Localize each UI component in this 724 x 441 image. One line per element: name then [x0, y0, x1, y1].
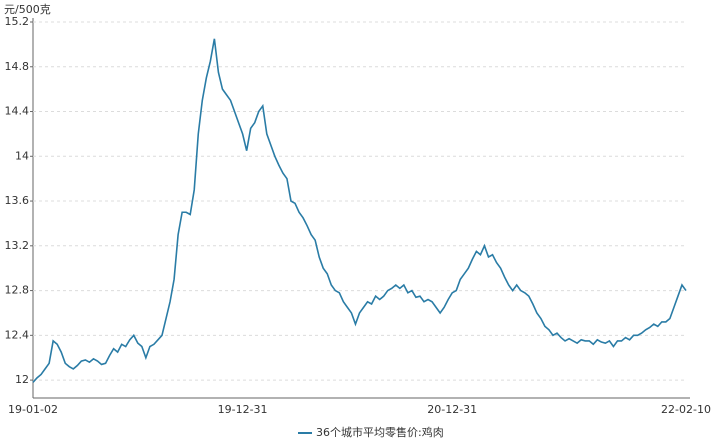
x-tick-label: 19-12-31	[218, 403, 268, 416]
y-tick-label: 13.6	[5, 194, 30, 207]
x-tick-label: 20-12-31	[427, 403, 477, 416]
y-tick-label: 12	[15, 373, 29, 386]
y-tick-label: 15.2	[5, 15, 30, 28]
data-line	[32, 38, 687, 383]
x-tick-label: 19-01-02	[8, 403, 58, 416]
x-tick-label: 22-02-10	[661, 403, 711, 416]
y-tick-label: 13.2	[5, 239, 30, 252]
y-tick-label: 12.4	[5, 328, 30, 341]
y-tick-label: 14.8	[5, 60, 30, 73]
y-axis-label: 元/500克	[4, 3, 51, 16]
y-tick-label: 14	[15, 149, 29, 162]
y-tick-label: 14.4	[5, 105, 30, 118]
y-tick-label: 12.8	[5, 284, 30, 297]
legend-label: 36个城市平均零售价:鸡肉	[316, 425, 444, 439]
